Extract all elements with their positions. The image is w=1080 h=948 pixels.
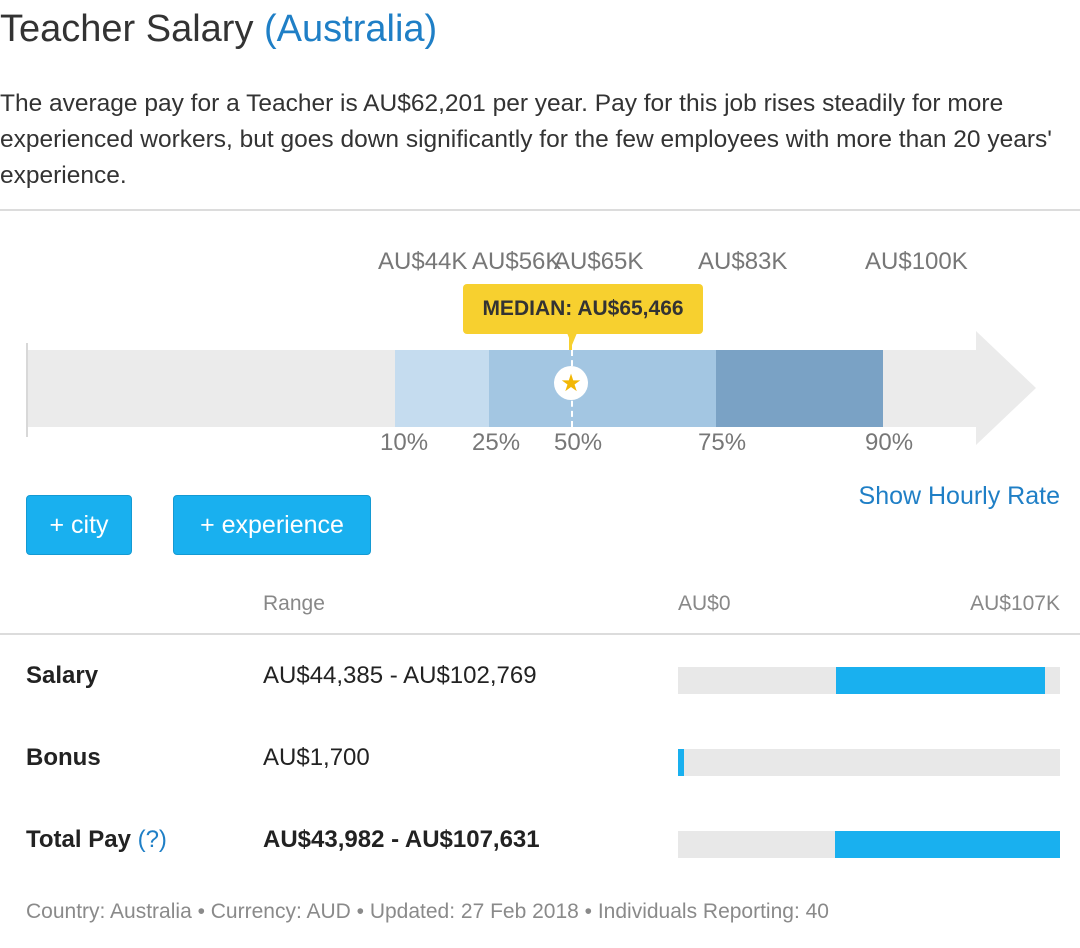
track-arrow-head — [976, 331, 1036, 445]
percentile-value-25: AU$56K — [472, 248, 562, 275]
salary-range-fill — [836, 667, 1045, 694]
percentile-value-50: AU$65K — [554, 248, 644, 275]
band-10-25 — [395, 350, 489, 427]
percentile-label-10: 10% — [380, 429, 429, 456]
bonus-row-label: Bonus — [26, 744, 101, 771]
total-pay-range: AU$43,982 - AU$107,631 — [263, 826, 540, 853]
percentile-label-50: 50% — [554, 429, 603, 456]
page-title-text: Teacher Salary — [0, 8, 254, 50]
scale-max-label: AU$107K — [970, 592, 1060, 615]
salary-row-label: Salary — [26, 662, 99, 689]
salary-range-bar — [678, 667, 1060, 694]
total-pay-range-fill — [835, 831, 1060, 858]
median-tooltip: MEDIAN: AU$65,466 — [463, 284, 703, 345]
report-metadata: Country: Australia • Currency: AUD • Upd… — [26, 900, 829, 923]
total-pay-range-bar — [678, 831, 1060, 858]
percentile-value-90: AU$100K — [865, 248, 968, 275]
bonus-range-fill — [678, 749, 685, 776]
bonus-range-bar — [678, 749, 1060, 776]
location-link[interactable]: (Australia) — [264, 8, 438, 50]
page-title: Teacher Salary (Australia) — [0, 8, 437, 51]
total-pay-label-text: Total Pay — [26, 826, 131, 853]
percentile-label-90: 90% — [865, 429, 914, 456]
divider — [0, 209, 1080, 211]
percentile-value-75: AU$83K — [698, 248, 788, 275]
percentile-label-75: 75% — [698, 429, 747, 456]
salary-range: AU$44,385 - AU$102,769 — [263, 662, 537, 689]
add-experience-button[interactable]: + experience — [173, 495, 371, 555]
show-hourly-rate-link[interactable]: Show Hourly Rate — [858, 482, 1060, 510]
column-header-range: Range — [263, 592, 325, 615]
salary-summary: The average pay for a Teacher is AU$62,2… — [0, 90, 1052, 189]
percentile-value-10: AU$44K — [378, 248, 468, 275]
add-city-button[interactable]: + city — [26, 495, 132, 555]
total-pay-row-label: Total Pay (?) — [26, 826, 167, 854]
divider — [0, 633, 1080, 635]
band-25-75 — [489, 350, 716, 427]
band-75-90 — [716, 350, 883, 427]
star-icon: ★ — [554, 366, 588, 400]
percentile-label-25: 25% — [472, 429, 521, 456]
bonus-amount: AU$1,700 — [263, 744, 370, 771]
help-link[interactable]: (?) — [137, 826, 167, 853]
median-pointer — [569, 334, 572, 352]
scale-min-label: AU$0 — [678, 592, 731, 615]
track-start-line — [26, 343, 28, 437]
